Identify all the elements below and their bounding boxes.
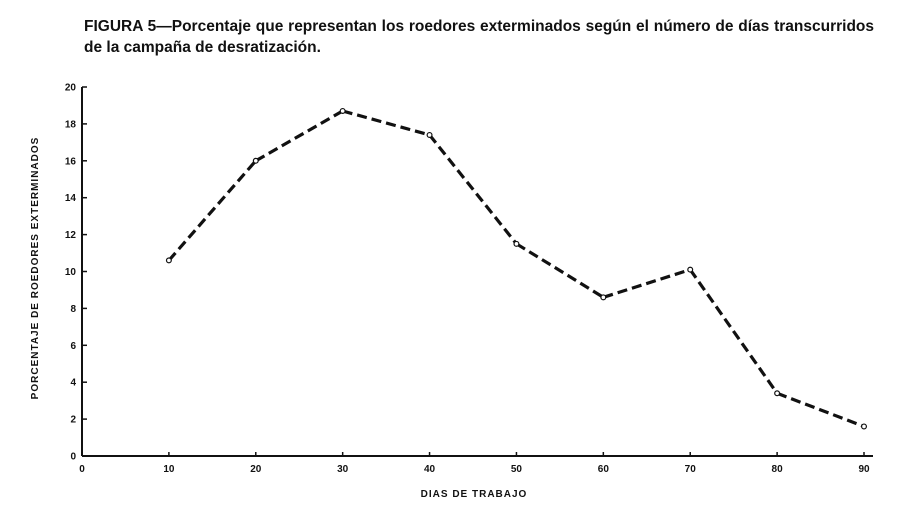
x-tick-label: 30 <box>337 464 349 475</box>
data-point <box>513 240 520 247</box>
x-tick-label: 50 <box>511 464 523 475</box>
y-tick-label: 10 <box>65 267 77 278</box>
y-tick-label: 14 <box>65 193 77 204</box>
series-line-segment <box>515 242 605 299</box>
y-tick-label: 4 <box>70 378 76 389</box>
y-tick-label: 16 <box>65 156 77 167</box>
series-line-segment <box>688 268 779 395</box>
x-tick-label: 90 <box>858 464 870 475</box>
series-line-segment <box>254 109 344 163</box>
x-tick-label: 70 <box>685 464 697 475</box>
series-line-segment <box>342 109 430 137</box>
data-point <box>860 423 867 430</box>
x-tick-label: 60 <box>598 464 610 475</box>
data-point <box>774 390 781 397</box>
y-tick-label: 8 <box>70 304 76 315</box>
series-line-segment <box>428 133 518 245</box>
x-tick-label: 0 <box>79 464 85 475</box>
y-tick-label: 12 <box>65 230 77 241</box>
chart-axes <box>81 87 873 457</box>
x-tick-label: 40 <box>424 464 436 475</box>
series-line-segment <box>167 159 257 262</box>
data-point <box>252 157 259 164</box>
y-tick-label: 18 <box>65 119 77 130</box>
x-tick-label: 80 <box>772 464 784 475</box>
data-point <box>426 131 433 138</box>
y-tick-label: 2 <box>70 415 76 426</box>
y-tick-label: 20 <box>65 83 77 94</box>
figure-caption: FIGURA 5—Porcentaje que representan los … <box>84 18 874 56</box>
y-tick-label: 6 <box>70 341 76 352</box>
y-axis-title: PORCENTAJE DE ROEDORES EXTERMINADOS <box>30 137 41 400</box>
chart-plot-area <box>165 107 867 430</box>
data-point <box>687 266 694 273</box>
series-line-segment <box>602 268 691 299</box>
data-point <box>165 257 172 264</box>
data-point <box>339 107 346 114</box>
series-line-segment <box>776 391 865 428</box>
x-tick-label: 10 <box>163 464 175 475</box>
x-tick-label: 20 <box>250 464 262 475</box>
data-point <box>600 294 607 301</box>
x-axis-title: DIAS DE TRABAJO <box>421 489 528 500</box>
chart-ticks: 0 2 4 6 8 10 12 14 16 18 20 0 10 20 30 40 50 60 70 80 90 <box>65 83 870 476</box>
y-tick-label: 0 <box>70 452 76 463</box>
